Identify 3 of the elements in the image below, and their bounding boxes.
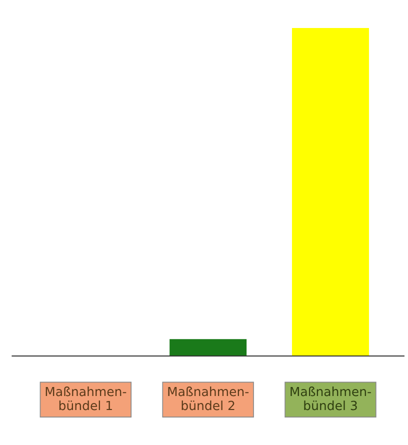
x-tick-label: Maßnahmen- bündel 1 bbox=[46, 386, 126, 410]
x-tick-label: Maßnahmen- bündel 3 bbox=[290, 386, 371, 410]
x-tick-label: Maßnahmen- bündel 2 bbox=[168, 386, 249, 410]
